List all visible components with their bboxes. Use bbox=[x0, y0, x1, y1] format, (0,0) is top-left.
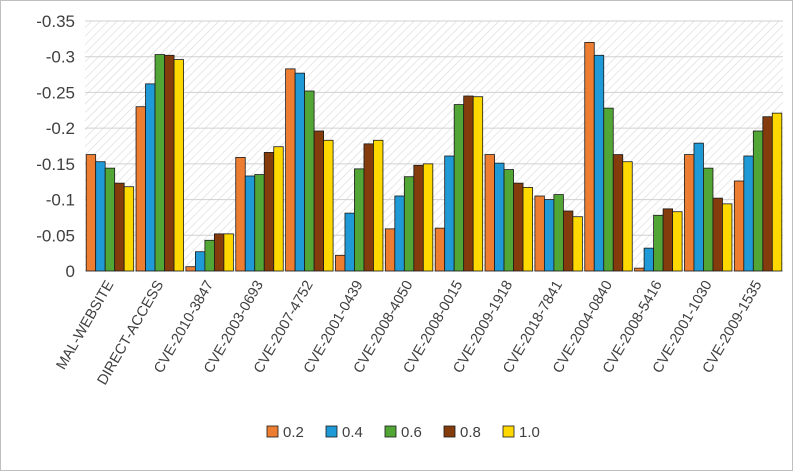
legend-label: 0.8 bbox=[460, 424, 481, 441]
bar-0.4-CVE-2007-4752 bbox=[294, 72, 306, 272]
bar-0.6-CVE-2007-4752 bbox=[304, 90, 315, 272]
bar-1.0-MAL-WEBSITE bbox=[123, 186, 135, 272]
y-tick-label: -0.15 bbox=[36, 155, 75, 174]
bar-0.6-CVE-2018-7841 bbox=[553, 194, 564, 272]
bar-0.8-CVE-2001-0439 bbox=[363, 143, 374, 272]
bar-0.6-CVE-2010-3847 bbox=[204, 239, 215, 272]
bar-0.2-CVE-2009-1535 bbox=[733, 180, 745, 272]
bar-1.0-CVE-2007-4752 bbox=[323, 139, 334, 272]
bar-0.4-CVE-2010-3847 bbox=[194, 251, 206, 272]
bar-0.2-CVE-2001-1030 bbox=[684, 154, 695, 272]
bar-1.0-CVE-2008-4050 bbox=[422, 163, 434, 272]
bar-0.2-CVE-2007-4752 bbox=[285, 68, 296, 272]
bar-1.0-CVE-2008-0015 bbox=[472, 96, 484, 272]
legend-swatch bbox=[502, 425, 515, 438]
y-tick-label: -0.05 bbox=[36, 226, 75, 245]
legend: 0.2 0.4 0.6 0.8 1.0 bbox=[266, 424, 540, 441]
bar-1.0-CVE-2004-0840 bbox=[622, 161, 633, 272]
legend-label: 0.4 bbox=[342, 424, 363, 441]
bar-0.2-CVE-2009-1918 bbox=[484, 154, 495, 272]
bar-0.8-CVE-2007-4752 bbox=[313, 130, 325, 272]
bar-1.0-CVE-2018-7841 bbox=[572, 216, 583, 272]
y-tick-label: -0.1 bbox=[46, 191, 75, 210]
bar-0.8-CVE-2018-7841 bbox=[562, 210, 574, 272]
bar-0.4-CVE-2009-1918 bbox=[494, 162, 505, 272]
bar-1.0-CVE-2008-5416 bbox=[672, 211, 683, 272]
bar-0.6-DIRECT-ACCESS bbox=[154, 54, 165, 272]
bar-0.6-CVE-2004-0840 bbox=[603, 107, 614, 272]
y-tick-label: 0 bbox=[66, 262, 75, 281]
bar-0.6-CVE-2008-5416 bbox=[653, 214, 664, 272]
bar-0.4-CVE-2008-4050 bbox=[394, 195, 405, 272]
legend-label: 1.0 bbox=[519, 424, 540, 441]
bar-0.4-MAL-WEBSITE bbox=[95, 161, 106, 272]
bar-0.8-CVE-2008-4050 bbox=[413, 164, 424, 272]
bar-0.2-MAL-WEBSITE bbox=[85, 154, 97, 272]
bar-0.2-CVE-2004-0840 bbox=[584, 42, 595, 272]
bar-0.2-CVE-2010-3847 bbox=[185, 266, 196, 272]
legend-label: 0.2 bbox=[283, 424, 304, 441]
bar-0.6-CVE-2009-1535 bbox=[752, 130, 764, 272]
bar-1.0-CVE-2001-1030 bbox=[722, 203, 733, 272]
bar-0.6-CVE-2001-0439 bbox=[354, 168, 365, 272]
bar-0.4-CVE-2008-5416 bbox=[643, 247, 655, 272]
legend-label: 0.6 bbox=[401, 424, 422, 441]
bar-0.4-CVE-2009-1535 bbox=[743, 155, 754, 272]
legend-swatch bbox=[266, 425, 279, 438]
bar-0.8-CVE-2008-5416 bbox=[662, 208, 674, 272]
bar-0.2-CVE-2001-0439 bbox=[335, 254, 346, 272]
bar-0.2-DIRECT-ACCESS bbox=[135, 106, 146, 272]
bar-0.6-CVE-2009-1918 bbox=[503, 169, 514, 272]
bar-0.8-MAL-WEBSITE bbox=[114, 182, 125, 272]
y-tick-label: -0.3 bbox=[46, 48, 75, 67]
bar-0.8-CVE-2004-0840 bbox=[612, 154, 624, 272]
bar-0.8-CVE-2010-3847 bbox=[213, 233, 225, 272]
y-tick-label: -0.25 bbox=[36, 83, 75, 102]
bar-0.6-CVE-2008-4050 bbox=[403, 176, 415, 272]
bar-0.4-CVE-2004-0840 bbox=[593, 54, 605, 272]
bar-0.2-CVE-2008-0015 bbox=[434, 227, 446, 272]
bar-0.8-CVE-2001-1030 bbox=[712, 197, 723, 272]
bar-0.8-CVE-2008-0015 bbox=[463, 95, 474, 272]
bar-0.6-CVE-2001-1030 bbox=[703, 167, 714, 272]
bar-1.0-CVE-2001-0439 bbox=[373, 139, 384, 272]
bar-1.0-CVE-2009-1535 bbox=[771, 112, 783, 272]
bar-0.2-CVE-2008-5416 bbox=[634, 267, 645, 272]
bar-0.4-CVE-2018-7841 bbox=[543, 199, 555, 272]
bar-0.4-CVE-2008-0015 bbox=[444, 155, 455, 272]
bar-0.8-CVE-2003-0693 bbox=[263, 152, 275, 272]
bar-0.2-CVE-2018-7841 bbox=[534, 195, 545, 272]
bar-0.6-MAL-WEBSITE bbox=[104, 167, 116, 272]
bar-0.4-CVE-2001-0439 bbox=[344, 212, 355, 272]
bar-0.8-CVE-2009-1535 bbox=[762, 116, 773, 272]
bar-0.4-CVE-2003-0693 bbox=[244, 175, 256, 272]
y-tick-label: -0.2 bbox=[46, 119, 75, 138]
legend-swatch bbox=[384, 425, 397, 438]
bar-0.6-CVE-2008-0015 bbox=[453, 104, 465, 272]
bar-1.0-CVE-2010-3847 bbox=[223, 233, 234, 272]
bar-1.0-CVE-2009-1918 bbox=[522, 187, 533, 272]
y-tick-label: -0.35 bbox=[36, 12, 75, 31]
bar-0.6-CVE-2003-0693 bbox=[254, 174, 265, 272]
bars bbox=[85, 42, 783, 272]
bar-0.4-CVE-2001-1030 bbox=[693, 142, 704, 272]
x-axis-categories: MAL-WEBSITEDIRECT-ACCESSCVE-2010-3847CVE… bbox=[54, 278, 766, 388]
legend-swatch bbox=[325, 425, 338, 438]
bar-1.0-CVE-2003-0693 bbox=[273, 146, 284, 272]
bar-0.4-DIRECT-ACCESS bbox=[145, 83, 156, 272]
bar-1.0-DIRECT-ACCESS bbox=[173, 59, 184, 272]
y-axis-ticks: 0 -0.05 -0.1 -0.15 -0.2 -0.25 -0.3 -0.35 bbox=[36, 12, 75, 281]
bar-0.2-CVE-2003-0693 bbox=[235, 157, 246, 272]
legend-swatch bbox=[443, 425, 456, 438]
bar-0.2-CVE-2008-4050 bbox=[384, 228, 396, 272]
bar-0.8-CVE-2009-1918 bbox=[513, 182, 524, 272]
bar-0.8-DIRECT-ACCESS bbox=[164, 54, 175, 272]
